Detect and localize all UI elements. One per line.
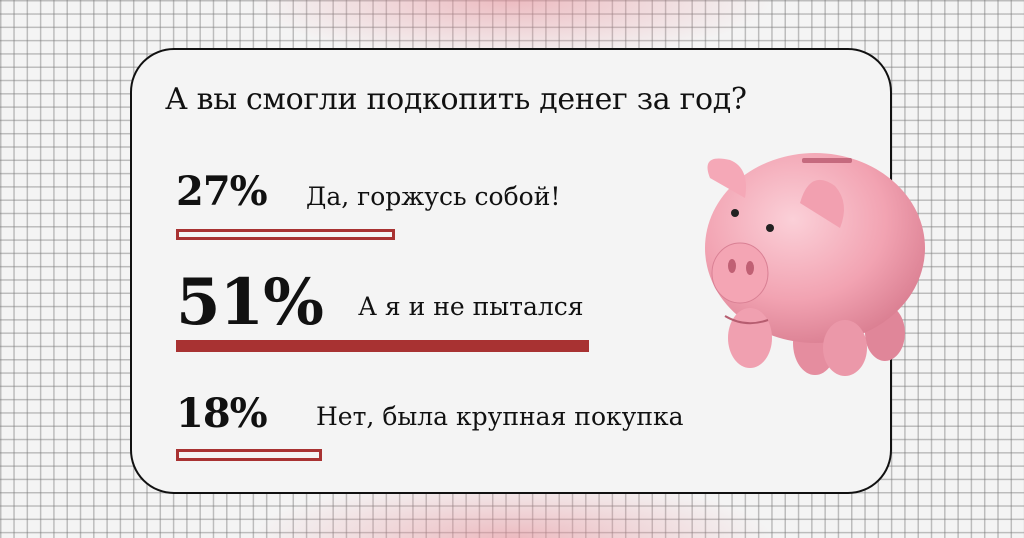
value-label: 18% xyxy=(176,390,268,437)
bar xyxy=(176,340,590,352)
piggy-bank-icon xyxy=(705,153,925,376)
bar xyxy=(176,229,395,240)
chart-title: А вы смогли подкопить денег за год? xyxy=(165,82,747,117)
category-label: Нет, была крупная покупка xyxy=(316,402,684,431)
value-label: 27% xyxy=(176,168,268,215)
value-label: 51% xyxy=(176,265,324,340)
bar xyxy=(176,449,322,461)
category-label: Да, горжусь собой! xyxy=(306,182,561,211)
category-label: А я и не пытался xyxy=(358,292,584,321)
